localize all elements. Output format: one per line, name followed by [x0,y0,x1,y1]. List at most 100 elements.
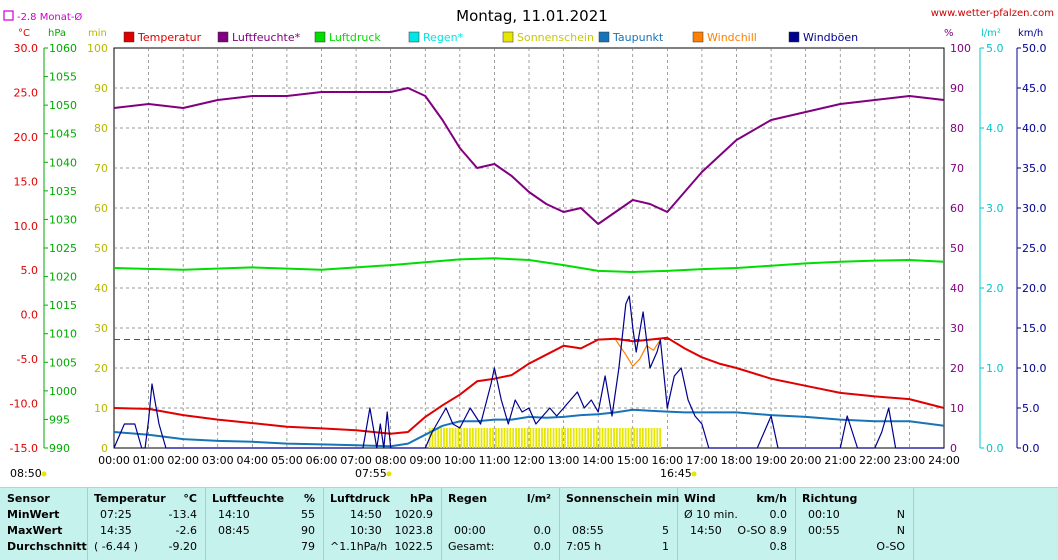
sonne-max-time: 08:55 [572,524,604,537]
sunshine-bar [616,428,618,448]
rain-tick-label: 4.0 [986,122,1004,135]
time-tick-label: 14:00 [582,454,614,467]
sunshine-bar [584,428,587,448]
sunshine-bar [598,428,601,448]
temp-tick-label: 15.0 [14,175,39,188]
chart-legend: Temperatur Luftfeuchte* Luftdruck Regen* Son… [123,31,858,44]
sunshine-bar [503,428,506,448]
sunshine-bar [509,428,512,448]
sunshine-bar [443,428,445,448]
wind-avg-value: 0.8 [769,540,788,553]
temperatur-header: Temperatur [94,492,166,505]
sunshine-bar [636,428,639,448]
wind-max-time: 14:50 [690,524,722,537]
legend-label: Taupunkt [612,31,664,44]
legend-swatch [788,31,800,43]
temp-tick-label: -5.0 [17,353,38,366]
sunshine-bar [653,428,656,448]
temp-tick-label: -15.0 [10,442,38,455]
sun-tick-label: 20 [94,362,108,375]
humidity-unit: % [944,28,954,39]
time-tick-label: 03:00 [202,454,234,467]
humidity-tick-label: 90 [950,82,964,95]
sunshine-bar [644,428,647,448]
sunshine-bar [480,428,483,448]
wind-tick-label: 10.0 [1022,362,1047,375]
time-tick-label: 18:00 [721,454,753,467]
sunshine-bar [656,428,659,448]
sunshine-bar [451,428,454,448]
sunshine-bar [587,428,590,448]
sun-tick-label: 60 [94,202,108,215]
sunset-time: 16:45 [660,467,692,480]
time-tick-label: 05:00 [271,454,303,467]
sunshine-bar [437,428,440,448]
pressure-tick-label: 1035 [49,185,77,198]
temperatur-max-value: -2.6 [175,524,197,537]
legend-label: Temperatur [137,31,202,44]
sunshine-bar [489,428,492,448]
wind-max-value: O-SO 8.9 [737,524,787,537]
pressure-tick-label: 1060 [49,42,77,55]
temp-unit: °C [18,28,30,39]
sunshine-bar [518,428,520,448]
sunshine-bar [564,428,566,448]
time-tick-label: 17:00 [686,454,718,467]
stats-col-temperatur: Temperatur °C 07:25 -13.4 14:35 -2.6 ( -6.4… [88,488,206,560]
sunshine-bar [555,428,558,448]
pressure-tick-label: 1005 [49,356,77,369]
legend-label: Windchill [707,31,757,44]
regen-max-value: 0.0 [533,524,552,537]
month-avg-label: -2.8 Monat-Ø [17,11,82,23]
sunshine-bar [650,428,653,448]
wind-tick-label: 0.0 [1022,442,1040,455]
humidity-tick-label: 0 [950,442,957,455]
sunshine-bar [601,428,604,448]
wind-tick-label: 30.0 [1022,202,1047,215]
legend-label: Sonnenschein [517,31,594,44]
luftfeuchte-max-value: 90 [301,524,315,537]
sunshine-bar [460,428,463,448]
wind-current-value: 0.0 [769,508,788,521]
temperatur-min-value: -13.4 [168,508,197,521]
sunshine-bar [569,428,572,448]
rain-tick-label: 1.0 [986,362,1004,375]
sunshine-bar [604,428,607,448]
sunshine-bar [529,428,532,448]
time-tick-label: 20:00 [790,454,822,467]
luftdruck-unit: hPa [409,492,433,505]
humidity-tick-label: 40 [950,282,964,295]
chart-title: Montag, 11.01.2021 [456,7,608,25]
temp-tick-label: 20.0 [14,131,39,144]
sunshine-bar [590,428,592,448]
sunshine-bar [474,428,477,448]
series-line-humidity [113,87,945,225]
richtung-min-value: N [896,508,905,521]
pressure-tick-label: 1020 [49,271,77,284]
wind-tick-label: 35.0 [1022,162,1047,175]
stats-footer: Sensor MinWert MaxWert Durchschnitt Temp… [0,487,1058,560]
sunshine-bar [440,428,443,448]
series-line-wind-gusts [113,295,944,449]
time-tick-label: 11:00 [479,454,511,467]
sunshine-bar [647,428,650,448]
legend-swatch [502,31,514,43]
sunshine-bar [454,428,457,448]
temp-tick-label: 10.0 [14,220,39,233]
sunshine-bar [446,428,448,448]
stats-col-luftdruck: Luftdruck hPa 14:50 1020.9 10:30 1023.8 ^1.… [324,488,442,560]
humidity-tick-label: 100 [950,42,971,55]
sunshine-bar [543,428,546,448]
wind-tick-label: 45.0 [1022,82,1047,95]
sunshine-bar [506,428,509,448]
pressure-tick-label: 1000 [49,385,77,398]
wind-avg-label: Ø 10 min. [684,508,738,521]
sun-tick-label: 40 [94,282,108,295]
pressure-tick-label: 1050 [49,99,77,112]
luftdruck-min-value: 1020.9 [394,508,434,521]
sunshine-bar [541,428,543,448]
sunshine-bar [633,428,636,448]
time-tick-label: 22:00 [859,454,891,467]
legend-swatch [123,31,135,43]
richtung-max-value: N [896,524,905,537]
